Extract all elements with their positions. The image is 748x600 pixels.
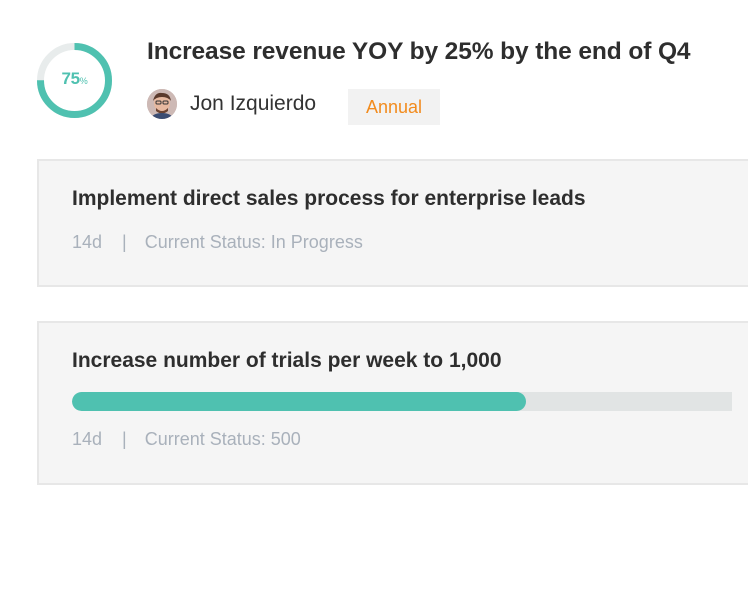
avatar-image	[147, 89, 177, 119]
owner-avatar[interactable]	[147, 89, 177, 119]
meta-separator: |	[122, 429, 127, 449]
key-result-meta: 14d | Current Status: In Progress	[72, 232, 363, 253]
key-result-progress-bar	[72, 392, 732, 411]
progress-value: 75	[61, 69, 80, 88]
owner-name: Jon Izquierdo	[190, 92, 317, 115]
key-result-progress-fill	[72, 392, 526, 411]
key-result-status: Current Status: In Progress	[144, 232, 363, 252]
goal-title: Increase revenue YOY by 25% by the end o…	[147, 38, 691, 65]
progress-ring-graphic	[37, 43, 112, 118]
progress-unit: %	[79, 76, 88, 86]
period-badge[interactable]: Annual	[348, 89, 440, 125]
key-result-status: Current Status: 500	[144, 429, 301, 449]
key-result-card[interactable]: Implement direct sales process for enter…	[37, 159, 748, 287]
key-result-duration: 14d	[72, 232, 103, 252]
goal-progress-ring: 75%	[36, 42, 113, 119]
key-result-duration: 14d	[72, 429, 103, 449]
progress-ring-label: 75%	[36, 69, 113, 89]
key-result-card[interactable]: Increase number of trials per week to 1,…	[37, 321, 748, 485]
goal-header: 75% Increase revenue YOY by 25% by the e…	[0, 0, 748, 150]
key-result-title: Implement direct sales process for enter…	[72, 187, 586, 210]
meta-separator: |	[122, 232, 127, 252]
key-result-title: Increase number of trials per week to 1,…	[72, 349, 502, 372]
key-result-meta: 14d | Current Status: 500	[72, 429, 301, 450]
